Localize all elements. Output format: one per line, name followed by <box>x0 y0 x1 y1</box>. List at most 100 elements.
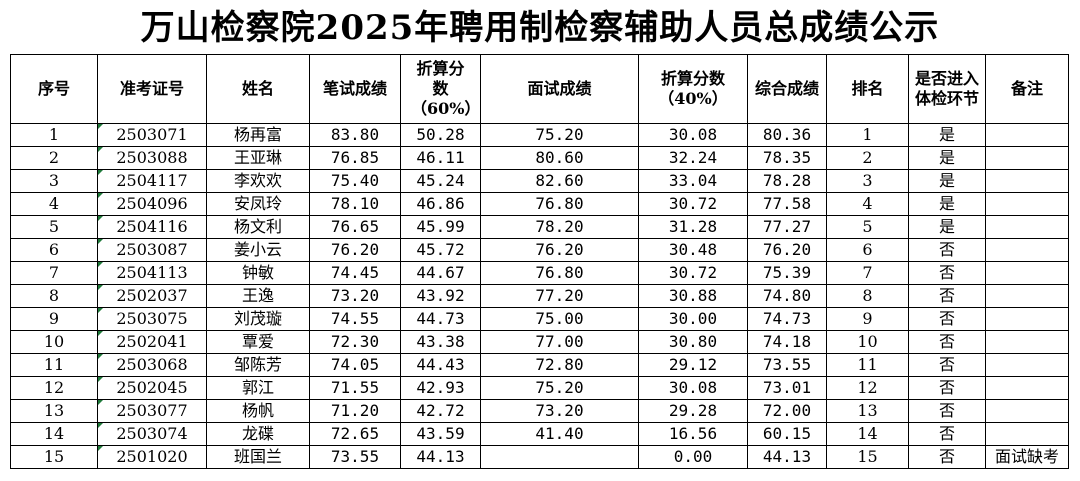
rank-cell: 5 <box>826 215 909 239</box>
note-cell <box>985 284 1069 308</box>
total-score-cell: 78.28 <box>747 169 827 193</box>
name-cell: 杨再富 <box>206 123 310 147</box>
name-cell: 姜小云 <box>206 238 310 262</box>
row-number-cell: 12 <box>10 376 98 400</box>
interview-score-cell: 72.80 <box>480 353 639 377</box>
table-row: 6 2503087 姜小云 76.20 45.72 76.20 30.48 76.20 6 否 <box>10 238 1069 262</box>
physical-exam-cell: 否 <box>908 330 986 354</box>
total-score-cell: 74.73 <box>747 307 827 331</box>
total-score-cell: 44.13 <box>747 445 827 469</box>
exam-id-cell: 2503071 <box>97 123 207 147</box>
exam-id-cell: 2503087 <box>97 238 207 262</box>
rank-cell: 12 <box>826 376 909 400</box>
rank-cell: 1 <box>826 123 909 147</box>
exam-id-cell: 2503077 <box>97 399 207 423</box>
written-score-cell: 74.55 <box>309 307 401 331</box>
name-cell: 安凤玲 <box>206 192 310 216</box>
exam-id-cell: 2503075 <box>97 307 207 331</box>
total-score-cell: 80.36 <box>747 123 827 147</box>
note-cell <box>985 169 1069 193</box>
total-score-cell: 76.20 <box>747 238 827 262</box>
column-header: 折算分数（40%） <box>638 54 748 124</box>
row-number-cell: 14 <box>10 422 98 446</box>
interview-score-cell <box>480 445 639 469</box>
interview-converted-cell: 16.56 <box>638 422 748 446</box>
written-converted-cell: 45.72 <box>400 238 481 262</box>
note-cell <box>985 261 1069 285</box>
interview-score-cell: 80.60 <box>480 146 639 170</box>
rank-cell: 7 <box>826 261 909 285</box>
row-number-cell: 13 <box>10 399 98 423</box>
table-row: 10 2502041 覃爱 72.30 43.38 77.00 30.80 74.18 10 否 <box>10 330 1069 354</box>
interview-converted-cell: 30.48 <box>638 238 748 262</box>
column-header: 姓名 <box>206 54 310 124</box>
row-number-cell: 1 <box>10 123 98 147</box>
name-cell: 李欢欢 <box>206 169 310 193</box>
note-cell <box>985 238 1069 262</box>
column-header: 折算分数（60%） <box>400 54 481 124</box>
written-converted-cell: 44.67 <box>400 261 481 285</box>
written-converted-cell: 44.73 <box>400 307 481 331</box>
name-cell: 覃爱 <box>206 330 310 354</box>
interview-score-cell: 76.20 <box>480 238 639 262</box>
row-number-cell: 11 <box>10 353 98 377</box>
name-cell: 邹陈芳 <box>206 353 310 377</box>
interview-converted-cell: 0.00 <box>638 445 748 469</box>
table-row: 8 2502037 王逸 73.20 43.92 77.20 30.88 74.80 8 否 <box>10 284 1069 308</box>
table-row: 5 2504116 杨文利 76.65 45.99 78.20 31.28 77.27 5 是 <box>10 215 1069 239</box>
table-row: 13 2503077 杨帆 71.20 42.72 73.20 29.28 72.00 13 否 <box>10 399 1069 423</box>
interview-score-cell: 77.20 <box>480 284 639 308</box>
interview-converted-cell: 33.04 <box>638 169 748 193</box>
written-converted-cell: 43.38 <box>400 330 481 354</box>
written-score-cell: 76.20 <box>309 238 401 262</box>
table-row: 1 2503071 杨再富 83.80 50.28 75.20 30.08 80.36 1 是 <box>10 123 1069 147</box>
written-score-cell: 75.40 <box>309 169 401 193</box>
row-number-cell: 6 <box>10 238 98 262</box>
rank-cell: 13 <box>826 399 909 423</box>
interview-score-cell: 76.80 <box>480 192 639 216</box>
row-number-cell: 4 <box>10 192 98 216</box>
written-score-cell: 71.20 <box>309 399 401 423</box>
physical-exam-cell: 否 <box>908 284 986 308</box>
written-converted-cell: 50.28 <box>400 123 481 147</box>
rank-cell: 14 <box>826 422 909 446</box>
table-row: 9 2503075 刘茂璇 74.55 44.73 75.00 30.00 74.73 9 否 <box>10 307 1069 331</box>
exam-id-cell: 2503088 <box>97 146 207 170</box>
rank-cell: 8 <box>826 284 909 308</box>
written-score-cell: 76.65 <box>309 215 401 239</box>
physical-exam-cell: 是 <box>908 123 986 147</box>
interview-converted-cell: 32.24 <box>638 146 748 170</box>
column-header: 是否进入体检环节 <box>908 54 986 124</box>
note-cell <box>985 353 1069 377</box>
row-number-cell: 10 <box>10 330 98 354</box>
column-header: 备注 <box>985 54 1069 124</box>
written-score-cell: 78.10 <box>309 192 401 216</box>
rank-cell: 4 <box>826 192 909 216</box>
table-row: 4 2504096 安凤玲 78.10 46.86 76.80 30.72 77.58 4 是 <box>10 192 1069 216</box>
written-converted-cell: 43.59 <box>400 422 481 446</box>
row-number-cell: 3 <box>10 169 98 193</box>
column-header: 排名 <box>826 54 909 124</box>
table-row: 14 2503074 龙碟 72.65 43.59 41.40 16.56 60.15 14 否 <box>10 422 1069 446</box>
total-score-cell: 74.80 <box>747 284 827 308</box>
physical-exam-cell: 否 <box>908 353 986 377</box>
note-cell <box>985 192 1069 216</box>
physical-exam-cell: 是 <box>908 215 986 239</box>
name-cell: 钟敏 <box>206 261 310 285</box>
physical-exam-cell: 否 <box>908 422 986 446</box>
table-body: 1 2503071 杨再富 83.80 50.28 75.20 30.08 80.36 1 是 2 2… <box>10 123 1069 469</box>
column-header: 笔试成绩 <box>309 54 401 124</box>
interview-converted-cell: 29.12 <box>638 353 748 377</box>
written-score-cell: 72.30 <box>309 330 401 354</box>
name-cell: 王逸 <box>206 284 310 308</box>
physical-exam-cell: 否 <box>908 307 986 331</box>
total-score-cell: 78.35 <box>747 146 827 170</box>
interview-converted-cell: 30.08 <box>638 376 748 400</box>
row-number-cell: 15 <box>10 445 98 469</box>
interview-score-cell: 75.20 <box>480 376 639 400</box>
name-cell: 班国兰 <box>206 445 310 469</box>
written-converted-cell: 42.93 <box>400 376 481 400</box>
interview-score-cell: 77.00 <box>480 330 639 354</box>
interview-score-cell: 78.20 <box>480 215 639 239</box>
interview-score-cell: 73.20 <box>480 399 639 423</box>
